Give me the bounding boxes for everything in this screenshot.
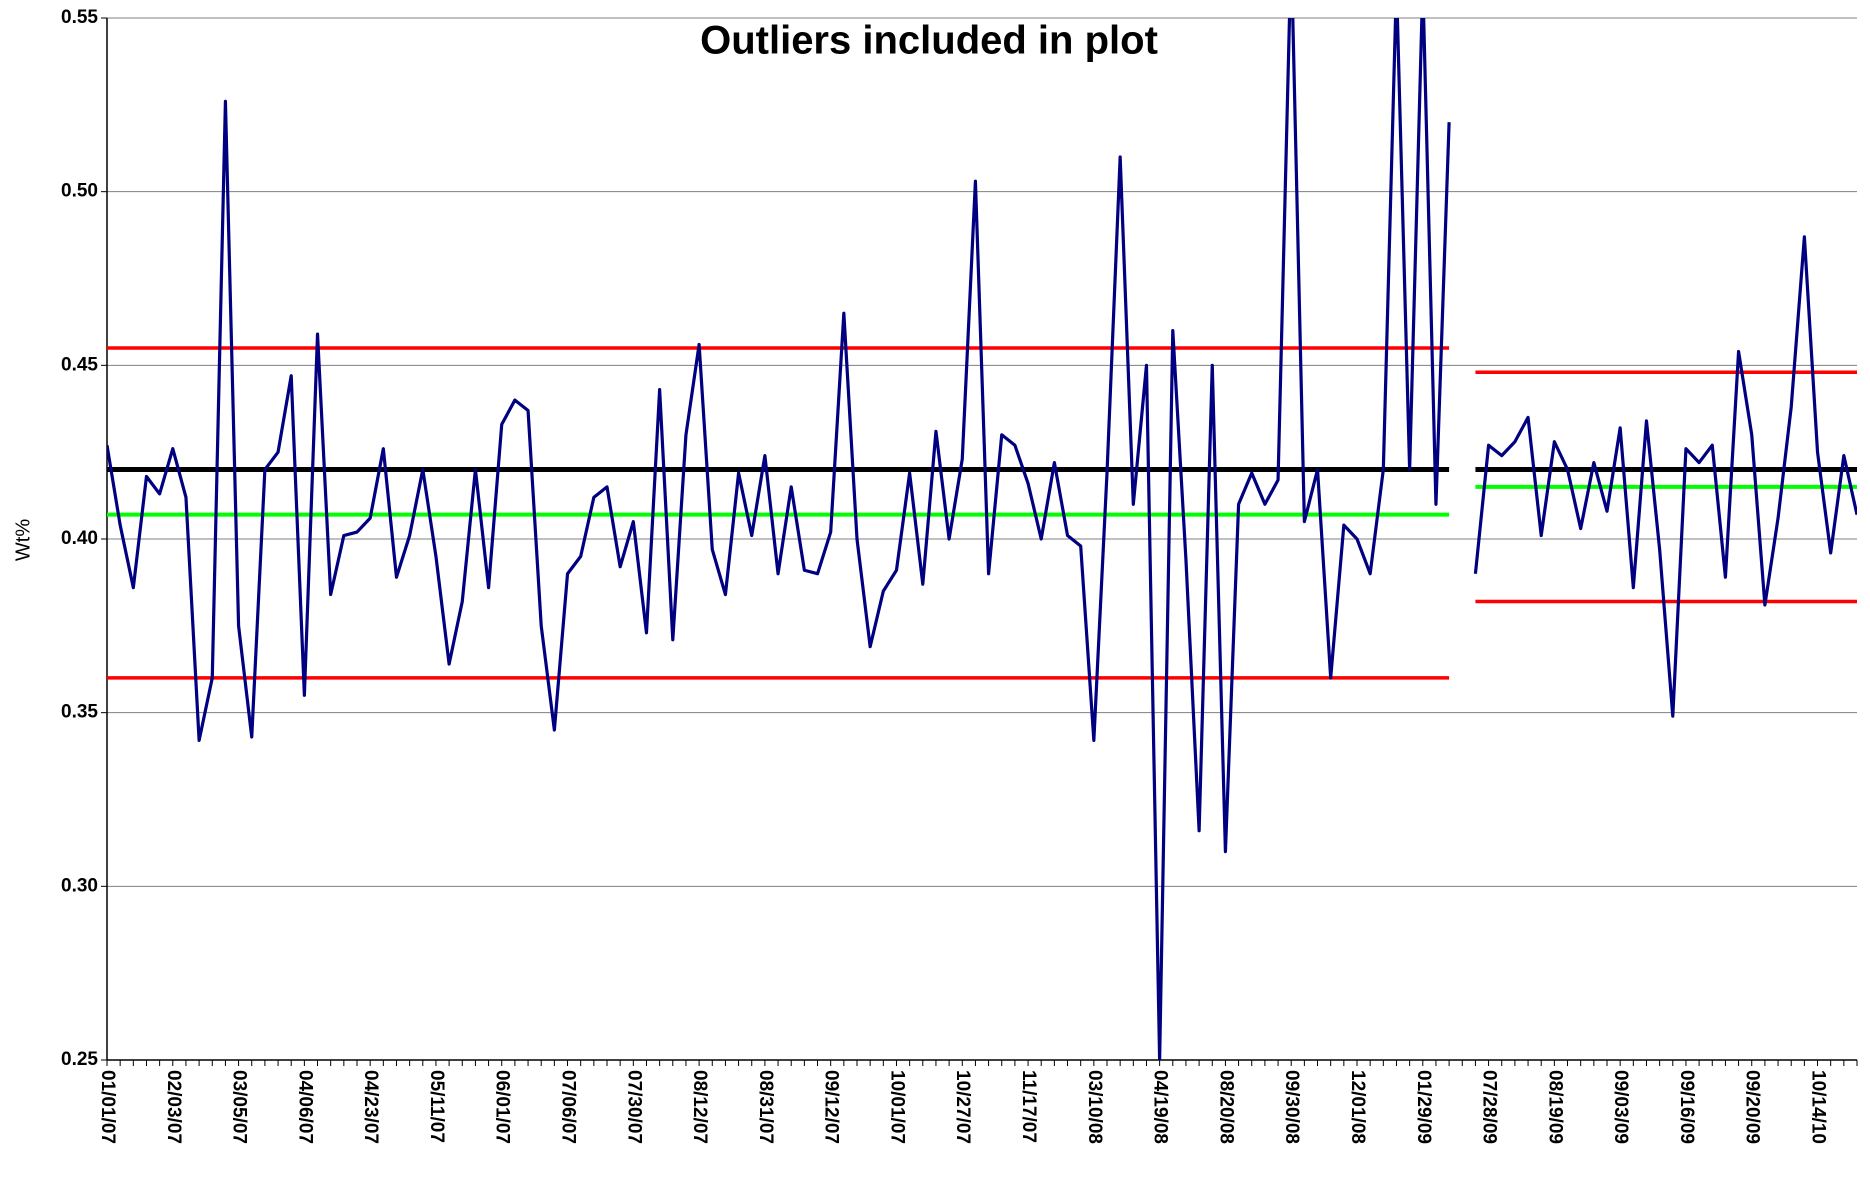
y-tick-label: 0.35	[61, 702, 98, 723]
x-tick-label: 07/06/07	[558, 1070, 579, 1144]
x-tick-label: 06/01/07	[492, 1070, 513, 1144]
y-axis-label: Wt%	[12, 519, 34, 561]
x-tick-label: 09/12/07	[821, 1070, 842, 1144]
x-tick-label: 10/14/10	[1808, 1070, 1829, 1144]
y-tick-label: 0.50	[61, 181, 98, 202]
x-tick-label: 08/12/07	[689, 1070, 710, 1144]
y-tick-label: 0.25	[61, 1049, 98, 1070]
x-tick-label: 01/29/09	[1413, 1070, 1434, 1144]
x-tick-label: 08/19/09	[1544, 1070, 1565, 1144]
chart-title: Outliers included in plot	[700, 19, 1158, 63]
x-tick-label: 04/19/08	[1150, 1070, 1171, 1144]
y-tick-label: 0.55	[61, 7, 98, 28]
y-tick-label: 0.45	[61, 354, 98, 375]
x-tick-label: 08/20/08	[1215, 1070, 1236, 1144]
x-tick-label: 03/10/08	[1084, 1070, 1105, 1144]
x-tick-label: 10/01/07	[886, 1070, 907, 1144]
x-tick-label: 05/11/07	[426, 1070, 447, 1143]
y-tick-label: 0.30	[61, 875, 98, 896]
x-tick-label: 08/31/07	[755, 1070, 776, 1144]
x-tick-label: 09/16/09	[1676, 1070, 1697, 1144]
x-tick-label: 07/28/09	[1479, 1070, 1500, 1144]
x-tick-label: 02/03/07	[163, 1070, 184, 1144]
plot-area	[107, 18, 1857, 1060]
x-tick-label: 04/23/07	[360, 1070, 381, 1144]
x-tick-label: 11/17/07	[1018, 1070, 1039, 1143]
x-tick-label: 09/30/08	[1281, 1070, 1302, 1144]
x-tick-label: 09/20/09	[1742, 1070, 1763, 1144]
x-tick-label: 04/06/07	[294, 1070, 315, 1144]
x-tick-label: 10/27/07	[952, 1070, 973, 1144]
x-tick-label: 12/01/08	[1347, 1070, 1368, 1144]
x-tick-label: 07/30/07	[623, 1070, 644, 1144]
x-tick-label: 03/05/07	[229, 1070, 250, 1144]
data-line	[107, 18, 1857, 1060]
x-tick-label: 01/01/07	[97, 1070, 118, 1144]
x-tick-label: 09/03/09	[1610, 1070, 1631, 1144]
y-tick-label: 0.40	[61, 528, 98, 549]
